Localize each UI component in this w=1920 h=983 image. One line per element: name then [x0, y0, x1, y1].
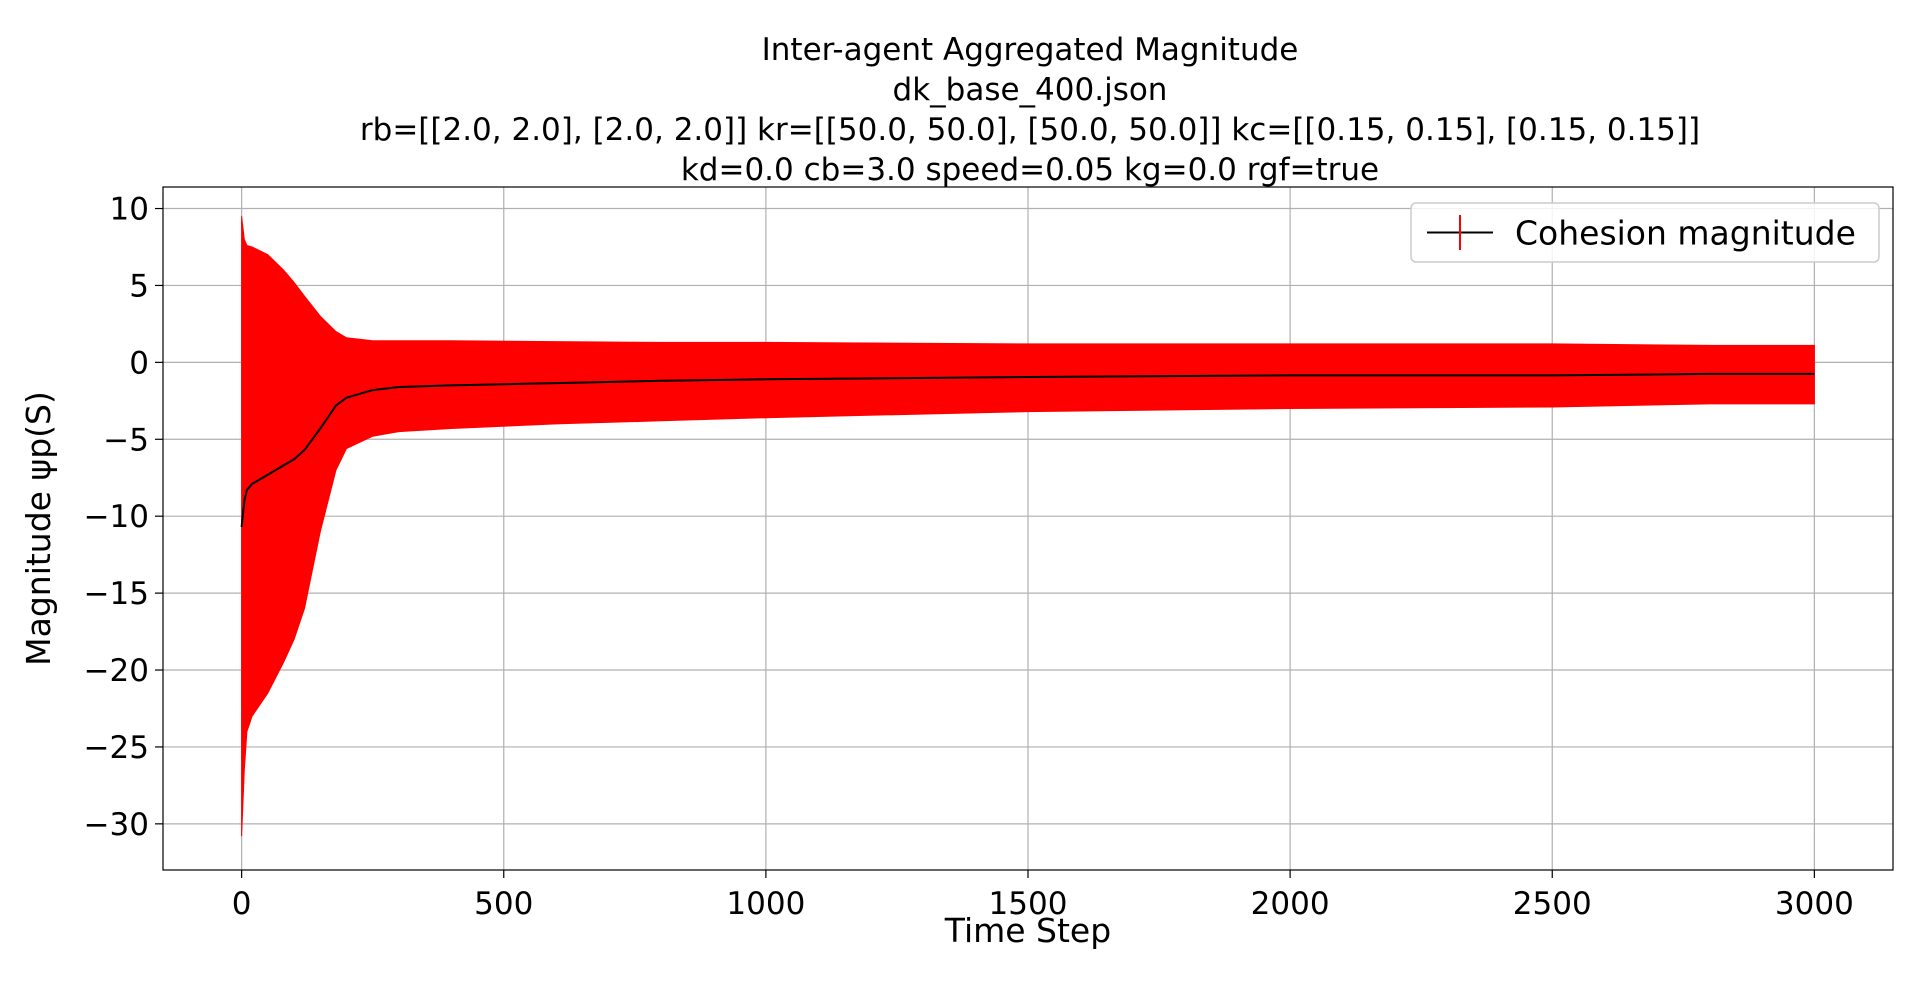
x-tick-label: 2000 [1251, 886, 1330, 922]
x-tick-label: 1000 [726, 886, 805, 922]
legend-box [1410, 202, 1880, 263]
y-tick-label: −15 [84, 576, 149, 612]
grid [163, 187, 1893, 870]
series-line [240, 372, 1815, 528]
data-layer [240, 216, 1815, 837]
y-tick-label: −5 [103, 422, 149, 458]
y-tick-label: 10 [110, 192, 149, 228]
legend-label: Cohesion magnitude [1515, 214, 1856, 253]
error-band [241, 216, 1815, 837]
x-tick-label: 500 [474, 886, 533, 922]
legend: Cohesion magnitude [1410, 202, 1880, 263]
chart-title: Inter-agent Aggregated Magnitude dk_base… [0, 30, 1920, 190]
x-tick-label: 2500 [1513, 886, 1592, 922]
x-tick-label: 3000 [1775, 886, 1854, 922]
x-axis-title: Time Step [944, 911, 1111, 950]
y-tick-label: 5 [129, 268, 149, 304]
y-tick-label: −10 [84, 499, 149, 535]
x-tick-label: 1500 [989, 886, 1068, 922]
chart-title-line-3: rb=[[2.0, 2.0], [2.0, 2.0]] kr=[[50.0, 5… [359, 112, 1701, 148]
y-axis-title: Magnitude ψp(S) [19, 391, 58, 666]
y-tick-label: 0 [129, 345, 149, 381]
chart-title-line-4: kd=0.0 cb=3.0 speed=0.05 kg=0.0 rgf=true [680, 152, 1380, 188]
x-tick-label: 0 [232, 886, 252, 922]
y-tick-label: −20 [84, 653, 149, 689]
chart-title-line-2: dk_base_400.json [892, 72, 1168, 108]
y-tick-label: −25 [84, 730, 149, 766]
y-tick-label: −30 [84, 807, 149, 843]
axis-ticks: 0 500 1000 1500 2000 2500 3000 10 5 0 −5 −10 −15 −20 −… [84, 192, 1854, 922]
chart-title-line-1: Inter-agent Aggregated Magnitude [761, 32, 1299, 68]
